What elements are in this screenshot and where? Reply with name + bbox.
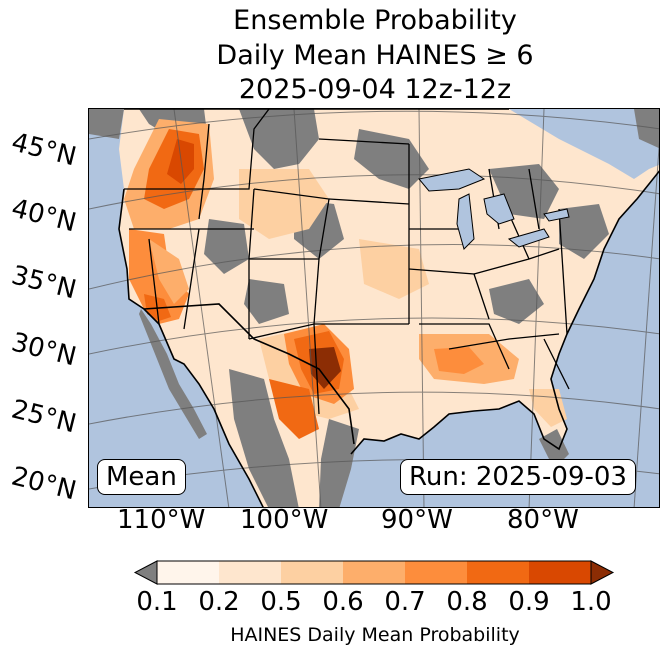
colorbar-segment — [219, 561, 281, 584]
cb-tick-2: 0.5 — [260, 587, 302, 617]
cb-tick-7: 1.0 — [570, 587, 612, 617]
title-line-2: Daily Mean HAINES ≥ 6 — [216, 40, 534, 71]
probability-map — [89, 109, 659, 507]
lon-label-90: 90°W — [381, 505, 453, 535]
title-line-3: 2025-09-04 12z-12z — [238, 74, 512, 105]
colorbar-title: HAINES Daily Mean Probability — [230, 624, 520, 646]
state-boundaries — [124, 109, 570, 415]
run-date-label: Run: 2025-09-03 — [400, 459, 636, 495]
lon-label-100: 100°W — [240, 505, 329, 535]
lat-label-25: 25°N — [8, 394, 80, 440]
lat-label-35: 35°N — [8, 260, 80, 306]
colorbar-segment — [157, 561, 219, 584]
colorbar-under-arrow — [133, 560, 158, 585]
colorbar-segment — [281, 561, 343, 584]
great-lakes — [418, 168, 570, 250]
lat-label-45: 45°N — [8, 127, 80, 173]
mean-label: Mean — [97, 459, 186, 495]
lat-label-20: 20°N — [8, 461, 80, 507]
cb-tick-1: 0.2 — [198, 587, 240, 617]
colorbar-outline — [156, 560, 592, 585]
country-boundaries — [118, 109, 659, 507]
cb-tick-0: 0.1 — [136, 587, 178, 617]
cb-tick-5: 0.8 — [446, 587, 488, 617]
cb-tick-4: 0.7 — [384, 587, 426, 617]
cb-tick-3: 0.6 — [322, 587, 364, 617]
title-line-1: Ensemble Probability — [233, 5, 517, 36]
cb-tick-6: 0.9 — [508, 587, 550, 617]
colorbar-segment — [467, 561, 529, 584]
colorbar-segment — [405, 561, 467, 584]
colorbar-segment — [343, 561, 405, 584]
colorbar-over-arrow — [590, 560, 615, 585]
lat-label-40: 40°N — [8, 193, 80, 239]
lat-label-30: 30°N — [8, 327, 80, 373]
map-panel — [88, 108, 660, 508]
colorbar-segment — [529, 561, 591, 584]
lon-label-110: 110°W — [117, 505, 206, 535]
lon-label-80: 80°W — [507, 505, 579, 535]
probability-shading — [124, 119, 567, 439]
